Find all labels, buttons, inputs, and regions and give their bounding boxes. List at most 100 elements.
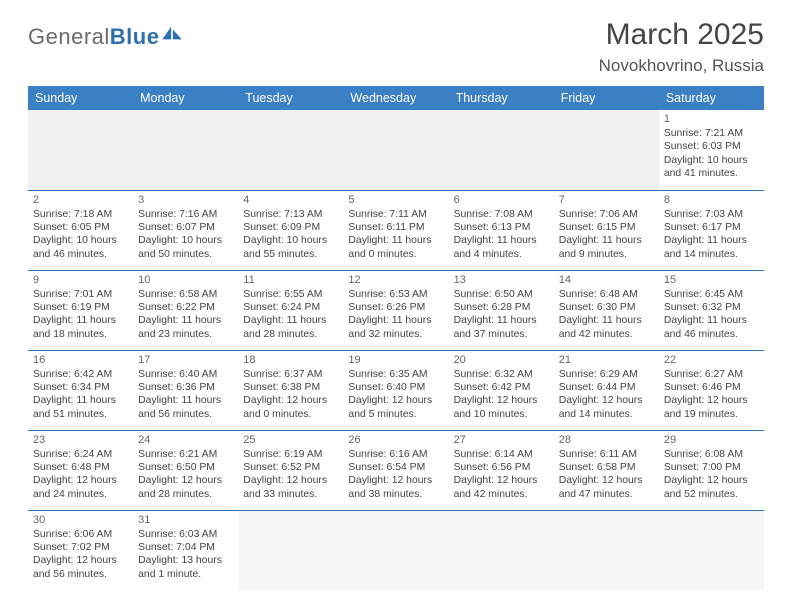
calendar-week-row: 30Sunrise: 6:06 AMSunset: 7:02 PMDayligh… xyxy=(28,510,764,590)
calendar-cell: 4Sunrise: 7:13 AMSunset: 6:09 PMDaylight… xyxy=(238,190,343,270)
calendar-cell xyxy=(133,110,238,190)
sunrise-text: Sunrise: 6:27 AM xyxy=(664,368,759,381)
day-number: 19 xyxy=(348,353,443,367)
daylight-text: Daylight: 12 hours xyxy=(454,394,549,407)
daylight-text: and 42 minutes. xyxy=(454,488,549,501)
sunrise-text: Sunrise: 6:19 AM xyxy=(243,448,338,461)
daylight-text: and 28 minutes. xyxy=(138,488,233,501)
daylight-text: Daylight: 11 hours xyxy=(664,234,759,247)
sunset-text: Sunset: 6:15 PM xyxy=(559,221,654,234)
daylight-text: Daylight: 12 hours xyxy=(559,474,654,487)
calendar-cell: 18Sunrise: 6:37 AMSunset: 6:38 PMDayligh… xyxy=(238,350,343,430)
sunset-text: Sunset: 6:58 PM xyxy=(559,461,654,474)
daylight-text: Daylight: 11 hours xyxy=(348,314,443,327)
sunrise-text: Sunrise: 7:18 AM xyxy=(33,208,128,221)
calendar-cell: 9Sunrise: 7:01 AMSunset: 6:19 PMDaylight… xyxy=(28,270,133,350)
daylight-text: Daylight: 11 hours xyxy=(348,234,443,247)
day-number: 29 xyxy=(664,433,759,447)
sunset-text: Sunset: 6:11 PM xyxy=(348,221,443,234)
sunset-text: Sunset: 6:50 PM xyxy=(138,461,233,474)
daylight-text: Daylight: 10 hours xyxy=(138,234,233,247)
daylight-text: Daylight: 11 hours xyxy=(454,314,549,327)
daylight-text: and 50 minutes. xyxy=(138,248,233,261)
calendar-cell xyxy=(659,510,764,590)
day-number: 14 xyxy=(559,273,654,287)
sunset-text: Sunset: 6:22 PM xyxy=(138,301,233,314)
calendar-cell: 21Sunrise: 6:29 AMSunset: 6:44 PMDayligh… xyxy=(554,350,659,430)
daylight-text: and 38 minutes. xyxy=(348,488,443,501)
daylight-text: and 46 minutes. xyxy=(664,328,759,341)
calendar-cell: 7Sunrise: 7:06 AMSunset: 6:15 PMDaylight… xyxy=(554,190,659,270)
daylight-text: Daylight: 11 hours xyxy=(664,314,759,327)
sunrise-text: Sunrise: 7:21 AM xyxy=(664,127,759,140)
daylight-text: and 47 minutes. xyxy=(559,488,654,501)
weekday-header: Monday xyxy=(133,86,238,110)
sunset-text: Sunset: 6:36 PM xyxy=(138,381,233,394)
daylight-text: and 42 minutes. xyxy=(559,328,654,341)
sunrise-text: Sunrise: 6:06 AM xyxy=(33,528,128,541)
sunrise-text: Sunrise: 6:32 AM xyxy=(454,368,549,381)
sunrise-text: Sunrise: 6:21 AM xyxy=(138,448,233,461)
daylight-text: and 4 minutes. xyxy=(454,248,549,261)
calendar-table: SundayMondayTuesdayWednesdayThursdayFrid… xyxy=(28,86,764,590)
sunset-text: Sunset: 6:32 PM xyxy=(664,301,759,314)
daylight-text: and 5 minutes. xyxy=(348,408,443,421)
daylight-text: Daylight: 12 hours xyxy=(243,394,338,407)
day-number: 12 xyxy=(348,273,443,287)
calendar-cell: 19Sunrise: 6:35 AMSunset: 6:40 PMDayligh… xyxy=(343,350,448,430)
sunrise-text: Sunrise: 6:35 AM xyxy=(348,368,443,381)
daylight-text: Daylight: 12 hours xyxy=(33,554,128,567)
sunrise-text: Sunrise: 6:45 AM xyxy=(664,288,759,301)
daylight-text: Daylight: 12 hours xyxy=(348,474,443,487)
sunset-text: Sunset: 6:13 PM xyxy=(454,221,549,234)
day-number: 4 xyxy=(243,193,338,207)
month-title: March 2025 xyxy=(599,18,764,52)
calendar-cell: 25Sunrise: 6:19 AMSunset: 6:52 PMDayligh… xyxy=(238,430,343,510)
calendar-cell: 29Sunrise: 6:08 AMSunset: 7:00 PMDayligh… xyxy=(659,430,764,510)
calendar-body: 1Sunrise: 7:21 AMSunset: 6:03 PMDaylight… xyxy=(28,110,764,590)
sunset-text: Sunset: 6:48 PM xyxy=(33,461,128,474)
daylight-text: and 37 minutes. xyxy=(454,328,549,341)
sunrise-text: Sunrise: 6:40 AM xyxy=(138,368,233,381)
sunrise-text: Sunrise: 6:14 AM xyxy=(454,448,549,461)
calendar-cell: 5Sunrise: 7:11 AMSunset: 6:11 PMDaylight… xyxy=(343,190,448,270)
calendar-week-row: 2Sunrise: 7:18 AMSunset: 6:05 PMDaylight… xyxy=(28,190,764,270)
sunset-text: Sunset: 6:19 PM xyxy=(33,301,128,314)
brand-part2: Blue xyxy=(110,24,160,49)
daylight-text: Daylight: 13 hours xyxy=(138,554,233,567)
daylight-text: and 33 minutes. xyxy=(243,488,338,501)
daylight-text: Daylight: 12 hours xyxy=(138,474,233,487)
calendar-cell: 15Sunrise: 6:45 AMSunset: 6:32 PMDayligh… xyxy=(659,270,764,350)
daylight-text: and 10 minutes. xyxy=(454,408,549,421)
sunset-text: Sunset: 6:52 PM xyxy=(243,461,338,474)
daylight-text: and 46 minutes. xyxy=(33,248,128,261)
brand-text: GeneralBlue xyxy=(28,24,159,50)
weekday-header: Wednesday xyxy=(343,86,448,110)
day-number: 27 xyxy=(454,433,549,447)
day-number: 25 xyxy=(243,433,338,447)
sunset-text: Sunset: 6:09 PM xyxy=(243,221,338,234)
brand-logo: GeneralBlue xyxy=(28,24,183,50)
daylight-text: and 14 minutes. xyxy=(559,408,654,421)
sunset-text: Sunset: 6:03 PM xyxy=(664,140,759,153)
calendar-cell: 6Sunrise: 7:08 AMSunset: 6:13 PMDaylight… xyxy=(449,190,554,270)
sunrise-text: Sunrise: 7:11 AM xyxy=(348,208,443,221)
sunrise-text: Sunrise: 7:08 AM xyxy=(454,208,549,221)
sunset-text: Sunset: 6:28 PM xyxy=(454,301,549,314)
sunset-text: Sunset: 6:24 PM xyxy=(243,301,338,314)
daylight-text: and 1 minute. xyxy=(138,568,233,581)
day-number: 23 xyxy=(33,433,128,447)
header: GeneralBlue March 2025 Novokhovrino, Rus… xyxy=(28,18,764,76)
calendar-week-row: 1Sunrise: 7:21 AMSunset: 6:03 PMDaylight… xyxy=(28,110,764,190)
daylight-text: and 0 minutes. xyxy=(348,248,443,261)
calendar-cell: 22Sunrise: 6:27 AMSunset: 6:46 PMDayligh… xyxy=(659,350,764,430)
daylight-text: and 28 minutes. xyxy=(243,328,338,341)
calendar-cell: 3Sunrise: 7:16 AMSunset: 6:07 PMDaylight… xyxy=(133,190,238,270)
day-number: 30 xyxy=(33,513,128,527)
day-number: 26 xyxy=(348,433,443,447)
sunset-text: Sunset: 6:56 PM xyxy=(454,461,549,474)
sail-icon xyxy=(161,26,183,42)
title-block: March 2025 Novokhovrino, Russia xyxy=(599,18,764,76)
sunset-text: Sunset: 6:05 PM xyxy=(33,221,128,234)
daylight-text: Daylight: 10 hours xyxy=(664,154,759,167)
